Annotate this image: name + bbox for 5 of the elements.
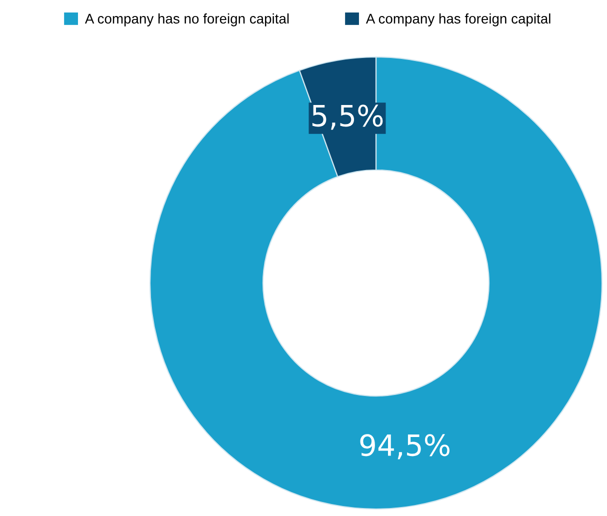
- legend-label: A company has foreign capital: [366, 13, 550, 26]
- data-label: 5,5%: [312, 104, 383, 130]
- donut-slice: [149, 56, 603, 510]
- data-label: 94,5%: [360, 434, 450, 460]
- legend-label: A company has no foreign capital: [84, 13, 289, 26]
